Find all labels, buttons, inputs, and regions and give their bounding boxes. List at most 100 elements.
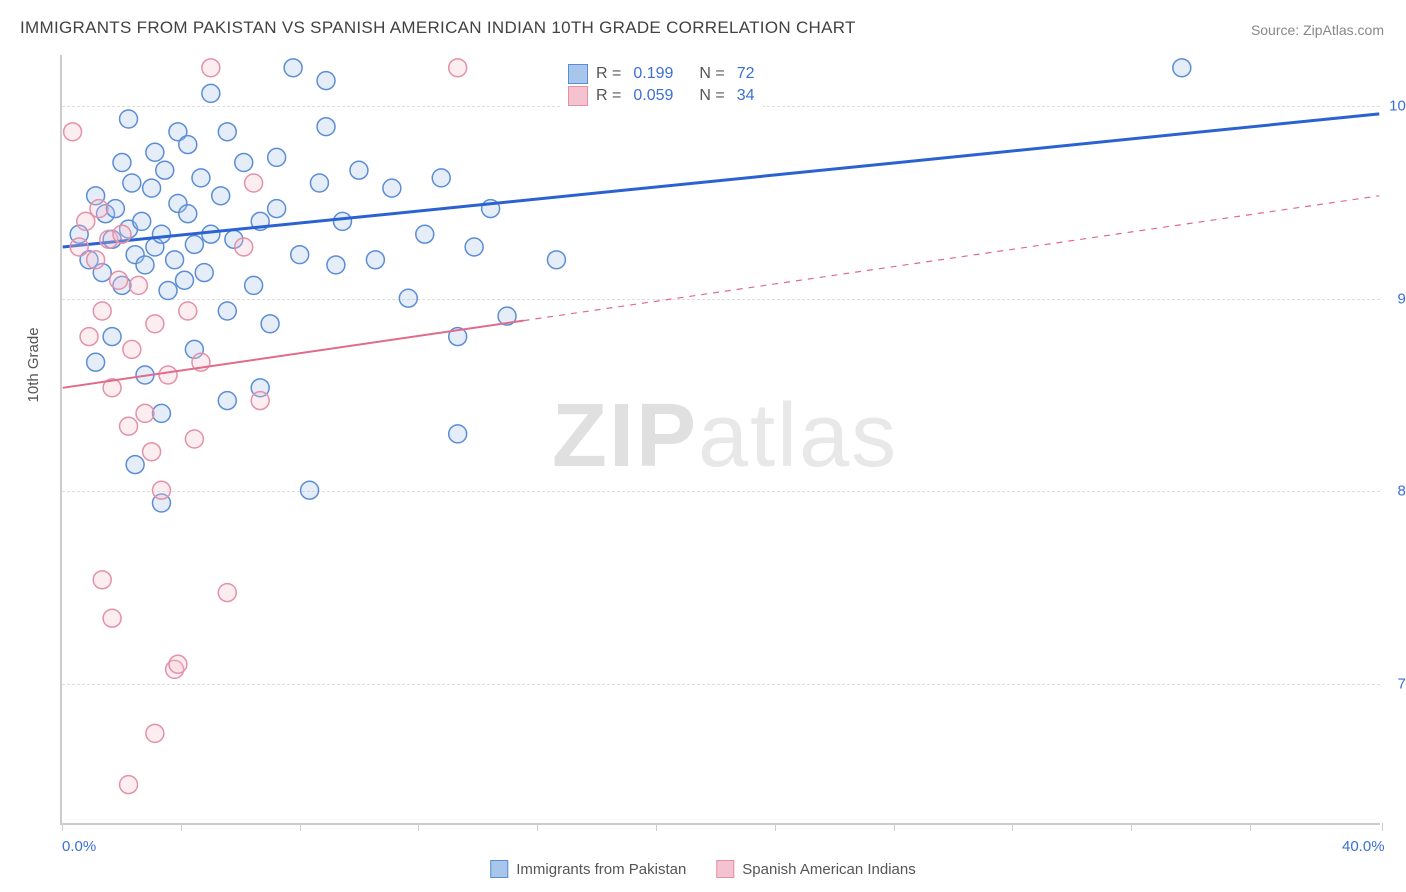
data-point bbox=[103, 609, 121, 627]
data-point bbox=[103, 328, 121, 346]
legend-swatch bbox=[716, 860, 734, 878]
x-tick bbox=[181, 823, 182, 831]
data-point bbox=[93, 302, 111, 320]
legend-series-item: Spanish American Indians bbox=[716, 860, 915, 878]
y-tick-label: 85.0% bbox=[1397, 483, 1406, 500]
data-point bbox=[449, 425, 467, 443]
data-point bbox=[113, 225, 131, 243]
data-point bbox=[123, 174, 141, 192]
data-point bbox=[218, 392, 236, 410]
data-point bbox=[152, 481, 170, 499]
data-point bbox=[146, 143, 164, 161]
legend-series: Immigrants from Pakistan Spanish America… bbox=[490, 858, 915, 880]
data-point bbox=[159, 366, 177, 384]
y-tick-label: 92.5% bbox=[1397, 290, 1406, 307]
legend-swatch bbox=[568, 64, 588, 84]
data-point bbox=[110, 271, 128, 289]
data-point bbox=[416, 225, 434, 243]
x-tick bbox=[656, 823, 657, 831]
data-point bbox=[70, 238, 88, 256]
source-attribution: Source: ZipAtlas.com bbox=[1251, 22, 1384, 38]
x-tick bbox=[1250, 823, 1251, 831]
x-tick bbox=[894, 823, 895, 831]
data-point bbox=[93, 571, 111, 589]
data-point bbox=[106, 200, 124, 218]
data-point bbox=[218, 123, 236, 141]
x-tick bbox=[537, 823, 538, 831]
data-point bbox=[159, 282, 177, 300]
data-point bbox=[334, 212, 352, 230]
data-point bbox=[166, 251, 184, 269]
data-point bbox=[218, 584, 236, 602]
data-point bbox=[317, 118, 335, 136]
data-point bbox=[169, 655, 187, 673]
data-point bbox=[202, 84, 220, 102]
data-point bbox=[284, 59, 302, 77]
data-point bbox=[465, 238, 483, 256]
x-tick bbox=[62, 823, 63, 831]
data-point bbox=[90, 200, 108, 218]
data-point bbox=[185, 235, 203, 253]
data-point bbox=[235, 154, 253, 172]
r-value: 0.199 bbox=[633, 65, 673, 83]
data-point bbox=[202, 225, 220, 243]
r-label: R = bbox=[596, 87, 621, 105]
data-point bbox=[432, 169, 450, 187]
legend-stats: R = 0.199 N = 72 R = 0.059 N = 34 bbox=[560, 58, 763, 112]
x-tick-label: 40.0% bbox=[1342, 838, 1385, 855]
data-point bbox=[152, 404, 170, 422]
data-point bbox=[547, 251, 565, 269]
data-point bbox=[179, 205, 197, 223]
data-point bbox=[399, 289, 417, 307]
n-value: 72 bbox=[737, 65, 755, 83]
data-point bbox=[195, 264, 213, 282]
data-point bbox=[80, 328, 98, 346]
data-point bbox=[317, 72, 335, 90]
data-point bbox=[212, 187, 230, 205]
data-point bbox=[120, 110, 138, 128]
n-value: 34 bbox=[737, 87, 755, 105]
x-tick bbox=[418, 823, 419, 831]
data-point bbox=[301, 481, 319, 499]
data-point bbox=[120, 417, 138, 435]
data-point bbox=[366, 251, 384, 269]
data-point bbox=[179, 302, 197, 320]
x-tick bbox=[1131, 823, 1132, 831]
data-point bbox=[113, 154, 131, 172]
x-tick bbox=[300, 823, 301, 831]
data-point bbox=[245, 276, 263, 294]
r-value: 0.059 bbox=[633, 87, 673, 105]
data-point bbox=[136, 404, 154, 422]
data-point bbox=[202, 59, 220, 77]
x-tick-label: 0.0% bbox=[62, 838, 96, 855]
legend-series-label: Immigrants from Pakistan bbox=[516, 861, 686, 878]
n-label: N = bbox=[699, 87, 724, 105]
legend-swatch bbox=[568, 86, 588, 106]
data-point bbox=[310, 174, 328, 192]
data-point bbox=[126, 456, 144, 474]
data-point bbox=[64, 123, 82, 141]
data-point bbox=[87, 353, 105, 371]
data-point bbox=[268, 200, 286, 218]
y-tick-label: 100.0% bbox=[1389, 98, 1406, 115]
trend-line-extrapolated bbox=[524, 196, 1380, 321]
data-point bbox=[120, 776, 138, 794]
chart-plot-area: ZIPatlas 100.0%92.5%85.0%77.5%0.0%40.0% bbox=[60, 55, 1380, 825]
data-point bbox=[383, 179, 401, 197]
y-tick-label: 77.5% bbox=[1397, 675, 1406, 692]
data-point bbox=[136, 256, 154, 274]
data-point bbox=[261, 315, 279, 333]
r-label: R = bbox=[596, 65, 621, 83]
legend-series-label: Spanish American Indians bbox=[742, 861, 915, 878]
data-point bbox=[143, 179, 161, 197]
legend-swatch bbox=[490, 860, 508, 878]
data-point bbox=[129, 276, 147, 294]
data-point bbox=[251, 392, 269, 410]
data-point bbox=[449, 59, 467, 77]
n-label: N = bbox=[699, 65, 724, 83]
legend-stat-row: R = 0.199 N = 72 bbox=[568, 64, 755, 84]
data-point bbox=[143, 443, 161, 461]
data-point bbox=[146, 315, 164, 333]
y-axis-title: 10th Grade bbox=[25, 327, 42, 402]
data-point bbox=[350, 161, 368, 179]
